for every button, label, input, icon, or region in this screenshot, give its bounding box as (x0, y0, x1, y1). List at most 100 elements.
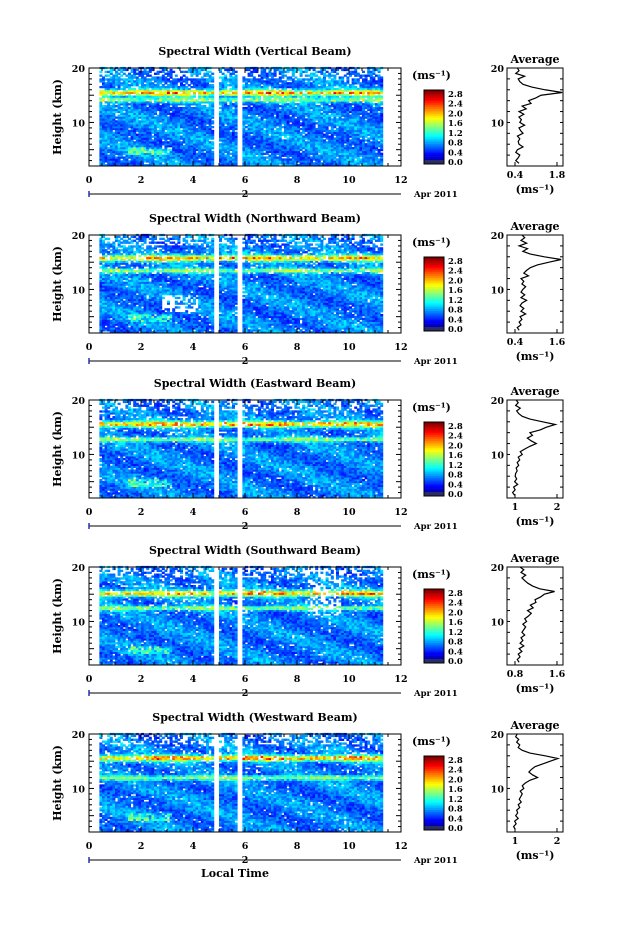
heatmap-cell (195, 85, 199, 89)
heatmap-cell (180, 150, 183, 154)
heatmap-cell (190, 143, 194, 146)
heatmap-cell (203, 91, 207, 94)
heatmap-cell (174, 133, 178, 136)
heatmap-cell (229, 105, 233, 108)
heatmap-cell (167, 99, 170, 102)
heatmap-cell (315, 150, 319, 154)
heatmap-cell (320, 72, 324, 75)
heatmap-cell (276, 110, 280, 114)
heatmap-cell (310, 131, 313, 135)
heatmap-cell (338, 139, 342, 142)
heatmap-cell (224, 125, 228, 129)
heatmap-cell (338, 135, 342, 138)
heatmap-cell (208, 87, 212, 91)
heatmap-cell (203, 112, 207, 115)
heatmap-cell (245, 146, 248, 150)
heatmap-cell (323, 106, 326, 110)
heatmap-cell (343, 156, 347, 159)
heatmap-cell (180, 97, 183, 100)
heatmap-cell (299, 160, 303, 163)
heatmap-cell (117, 97, 121, 100)
heatmap-cell (112, 139, 116, 142)
heatmap-cell (336, 82, 339, 85)
heatmap-cell (242, 93, 246, 96)
heatmap-cell (255, 124, 259, 127)
heatmap-cell (208, 106, 212, 110)
heatmap-cell (260, 143, 264, 146)
heatmap-cell (312, 122, 316, 125)
heatmap-cell (320, 97, 324, 100)
heatmap-cell (195, 158, 199, 161)
heatmap-cell (323, 101, 326, 104)
heatmap-cell (182, 164, 186, 167)
heatmap-cell (122, 116, 126, 119)
heatmap-cell (120, 95, 124, 98)
heatmap-cell (343, 137, 347, 140)
heatmap-cell (232, 133, 235, 136)
heatmap-cell (234, 139, 238, 142)
heatmap-cell (102, 112, 105, 115)
heatmap-cell (297, 141, 300, 144)
heatmap-cell (187, 154, 191, 157)
heatmap-cell (154, 156, 157, 159)
heatmap-cell (315, 84, 319, 87)
heatmap-cell (286, 116, 290, 119)
heatmap-cell (182, 106, 186, 110)
heatmap-cell (198, 137, 202, 140)
heatmap-cell (167, 118, 170, 121)
heatmap-cell (151, 131, 155, 135)
heatmap-cell (255, 84, 259, 87)
heatmap-cell (187, 93, 191, 96)
heatmap-cell (226, 133, 230, 136)
heatmap-cell (115, 105, 118, 108)
heatmap-cell (107, 118, 111, 121)
heatmap-cell (268, 158, 272, 161)
heatmap-cell (112, 76, 116, 79)
heatmap-cell (169, 82, 173, 85)
heatmap-cell (177, 87, 181, 91)
heatmap-cell (187, 70, 191, 74)
heatmap-cell (117, 68, 121, 72)
heatmap-cell (268, 99, 272, 102)
heatmap-cell (182, 156, 186, 159)
heatmap-cell (229, 110, 233, 114)
heatmap-cell (310, 116, 313, 119)
x-tick-label: 12 (394, 175, 407, 186)
heatmap-cell (130, 76, 134, 79)
heatmap-cell (338, 114, 342, 117)
heatmap-cell (304, 146, 308, 150)
heatmap-cell (328, 124, 332, 127)
heatmap-cell (281, 150, 285, 154)
heatmap-cell (247, 154, 251, 157)
heatmap-cell (208, 80, 212, 83)
heatmap-cell (294, 150, 298, 154)
heatmap-cell (109, 124, 113, 127)
heatmap-cell (294, 152, 298, 155)
heatmap-cell (250, 127, 254, 131)
heatmap-cell (242, 125, 246, 129)
heatmap-cell (219, 125, 222, 129)
colorbar-step (424, 99, 444, 102)
heatmap-cell (133, 116, 137, 119)
heatmap-cell (271, 106, 274, 110)
heatmap-cell (333, 139, 337, 142)
heatmap-cell (221, 84, 225, 87)
heatmap-cell (174, 125, 178, 129)
heatmap-cell (302, 80, 306, 83)
heatmap-cell (187, 105, 191, 108)
heatmap-cell (323, 74, 326, 77)
heatmap-cell (107, 87, 111, 91)
heatmap-cell (180, 99, 183, 102)
heatmap-cell (307, 89, 311, 93)
heatmap-cell (247, 99, 251, 102)
heatmap-cell (164, 91, 168, 94)
heatmap-cell (341, 89, 345, 93)
heatmap-cell (232, 76, 235, 79)
heatmap-cell (224, 114, 228, 117)
heatmap-cell (200, 105, 204, 108)
heatmap-cell (102, 85, 105, 89)
heatmap-cell (164, 99, 168, 102)
heatmap-cell (242, 101, 246, 104)
heatmap-cell (102, 150, 105, 154)
heatmap-cell (190, 110, 194, 114)
